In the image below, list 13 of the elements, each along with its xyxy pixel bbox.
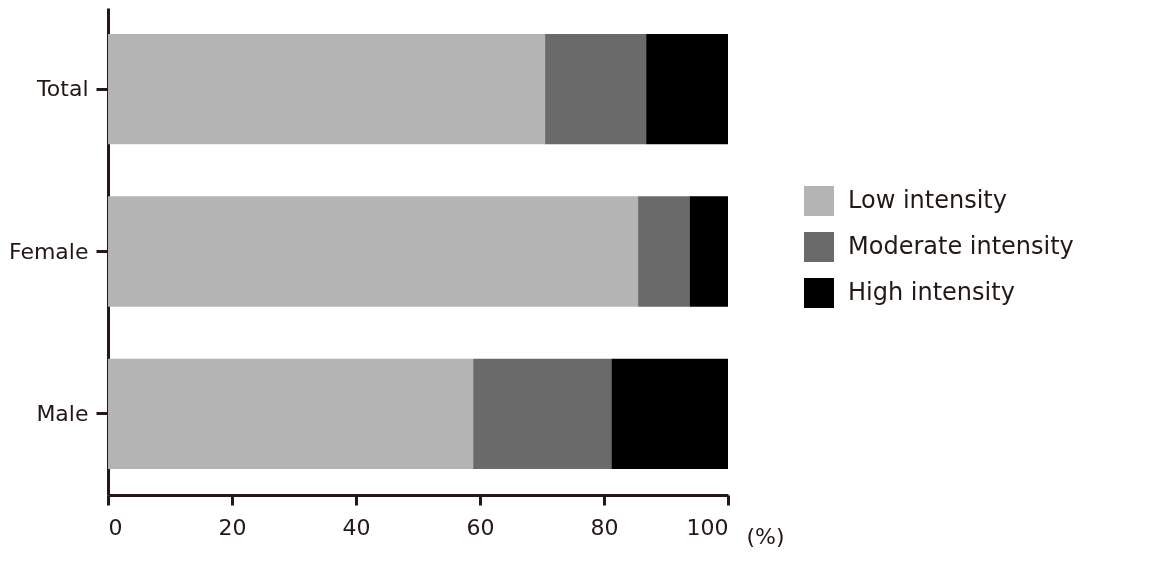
legend-label: High intensity	[848, 278, 1015, 306]
x-tick-label: 80	[590, 514, 619, 540]
x-tick-label: 20	[218, 514, 247, 540]
x-tick-label: 100	[686, 514, 729, 540]
x-tick-label: 60	[466, 514, 495, 540]
x-tick-label: 0	[108, 514, 123, 540]
legend-label: Low intensity	[848, 186, 1007, 214]
y-tick-label: Total	[36, 76, 89, 102]
x-axis-title: (%)	[746, 523, 785, 549]
legend-label: Moderate intensity	[848, 232, 1074, 260]
y-tick-label: Male	[36, 400, 89, 426]
x-tick-label: 40	[342, 514, 371, 540]
y-tick-label: Female	[8, 238, 89, 264]
